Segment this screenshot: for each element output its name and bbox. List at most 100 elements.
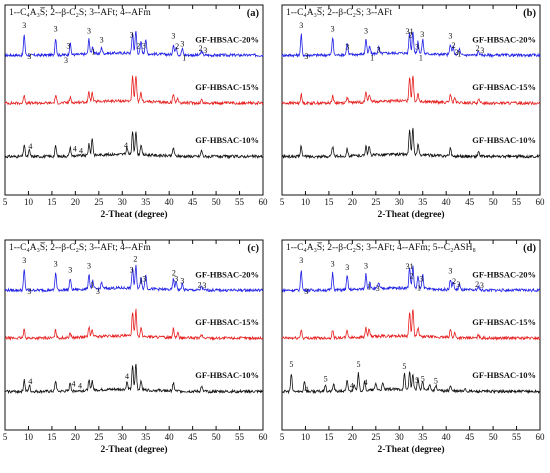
series-label: GF-HBSAC-20% xyxy=(472,269,536,279)
peak-annotation: 3 xyxy=(420,30,424,39)
peak-annotation: 1 xyxy=(91,48,95,57)
x-axis-label: 2-Theat (degree) xyxy=(377,444,444,455)
peak-annotation: 3 xyxy=(364,26,368,35)
x-tick-label: 30 xyxy=(118,432,128,442)
peak-annotation: 3 xyxy=(87,261,91,270)
peak-annotation: 4 xyxy=(125,372,129,381)
peak-annotation: 3 xyxy=(299,256,303,265)
xrd-trace-1 xyxy=(4,264,264,293)
peak-annotation: 3 xyxy=(364,261,368,270)
x-tick-label: 25 xyxy=(371,432,381,442)
peak-annotation: 3 xyxy=(27,287,31,296)
x-tick-label: 10 xyxy=(301,432,311,442)
xrd-trace-1 xyxy=(281,31,541,58)
peak-annotation: 3 xyxy=(304,287,308,296)
peak-annotation: 2 xyxy=(198,281,202,290)
peak-annotation: 1 xyxy=(90,281,94,290)
x-tick-label: 5 xyxy=(3,197,8,207)
x-tick-label: 50 xyxy=(212,432,222,442)
peak-annotation: 4 xyxy=(28,142,32,151)
peak-annotation: 2 xyxy=(452,41,456,50)
x-tick-label: 45 xyxy=(465,432,475,442)
series-label: GF-HBSAC-10% xyxy=(472,135,536,145)
peak-annotation: 2 xyxy=(175,42,179,51)
peak-annotation: 5 xyxy=(402,362,406,371)
panel-c: 5 10 15 20 25 30 35 40 45 50 55 60 2-Theat (degree) 1… xyxy=(3,239,269,455)
x-tick-label: 5 xyxy=(280,197,285,207)
xrd-trace-1 xyxy=(4,31,264,58)
series-label: GF-HBSAC-20% xyxy=(195,34,259,44)
peak-annotation: 3 xyxy=(142,275,146,284)
x-tick-label: 10 xyxy=(24,432,34,442)
peak-annotation: 3 xyxy=(174,275,178,284)
peak-annotation: 5 xyxy=(421,375,425,384)
plot-frame xyxy=(4,4,264,196)
x-tick-label: 20 xyxy=(71,432,81,442)
peak-annotation: 31 xyxy=(406,262,414,271)
peak-annotation: 3 xyxy=(130,31,134,40)
series-label: GF-HBSAC-15% xyxy=(472,317,536,327)
panel-letter: (a) xyxy=(247,8,260,19)
plot-frame xyxy=(281,239,541,431)
x-tick-label: 55 xyxy=(512,432,522,442)
peak-annotation: 4 xyxy=(350,381,354,390)
x-tick-label: 60 xyxy=(536,197,546,207)
peak-annotation: 3 xyxy=(376,284,380,293)
peak-annotation: 3 xyxy=(64,56,68,65)
peak-annotation: 3 xyxy=(96,287,100,296)
peak-annotation: 3 xyxy=(100,36,104,45)
plot-frame xyxy=(4,239,264,431)
x-tick-label: 20 xyxy=(348,432,358,442)
peak-annotation: 3 xyxy=(419,275,423,284)
x-tick-label: 55 xyxy=(512,197,522,207)
x-tick-label: 40 xyxy=(442,197,452,207)
plot-frame xyxy=(281,4,541,196)
x-tick-label: 35 xyxy=(141,432,151,442)
peak-annotation: 5 xyxy=(415,376,419,385)
series-label: GF-HBSAC-15% xyxy=(472,82,536,92)
x-axis-label: 2-Theat (degree) xyxy=(377,209,444,220)
x-tick-label: 15 xyxy=(47,432,57,442)
peak-annotation: 3 xyxy=(142,41,146,50)
phase-legend: 1--C₄A₃S̅; 2--β-C₂S; 3--AFt; 4--AFm xyxy=(9,7,151,18)
x-tick-label: 45 xyxy=(188,432,198,442)
xrd-trace-2 xyxy=(281,75,541,106)
peak-annotation: 3 xyxy=(448,266,452,275)
x-tick-label: 40 xyxy=(165,197,175,207)
peak-annotation: 3 xyxy=(304,52,308,61)
peak-annotation: 4 xyxy=(363,378,367,387)
peak-annotation: 5 xyxy=(289,360,293,369)
peak-annotation: 2 xyxy=(199,44,203,53)
x-tick-label: 40 xyxy=(442,432,452,442)
peak-annotation: 1 xyxy=(419,53,423,62)
x-tick-label: 60 xyxy=(259,432,269,442)
peak-annotation: 3 xyxy=(180,40,184,49)
x-tick-label: 15 xyxy=(324,432,334,442)
phase-legend: 1--C₄A₃S̅; 2--β-C₂S; 3--AFt; 4--AFm xyxy=(9,242,151,253)
x-tick-label: 5 xyxy=(280,432,285,442)
series-label: GF-HBSAC-10% xyxy=(195,370,259,380)
peak-annotation: 1 xyxy=(457,50,461,59)
peak-annotation: 3 xyxy=(54,260,58,269)
x-axis-label: 2-Theat (degree) xyxy=(100,444,167,455)
x-tick-label: 25 xyxy=(371,197,381,207)
x-tick-label: 15 xyxy=(324,197,334,207)
series-label: GF-HBSAC-15% xyxy=(195,82,259,92)
peak-annotation: 3 xyxy=(455,48,459,57)
panel-letter: (d) xyxy=(523,243,536,254)
x-tick-label: 20 xyxy=(348,197,358,207)
peak-annotation: 4 xyxy=(73,144,77,153)
peak-annotation: 3 xyxy=(27,52,31,61)
x-axis-label: 2-Theat (degree) xyxy=(100,209,167,220)
peak-annotation: 3 xyxy=(377,46,381,55)
peak-annotation: 3 xyxy=(22,21,26,30)
panel-b: 5 10 15 20 25 30 35 40 45 50 55 60 2-Theat (degree) 1… xyxy=(280,4,546,220)
x-tick-label: 5 xyxy=(3,432,8,442)
peak-annotation: 3 xyxy=(203,46,207,55)
x-tick-label: 55 xyxy=(235,432,245,442)
peak-annotation: 5 xyxy=(324,374,328,383)
x-tick-label: 60 xyxy=(536,432,546,442)
peak-annotation: 5 xyxy=(356,360,360,369)
peak-annotation: 1 xyxy=(367,283,371,292)
peak-annotation: 3 xyxy=(415,43,419,52)
